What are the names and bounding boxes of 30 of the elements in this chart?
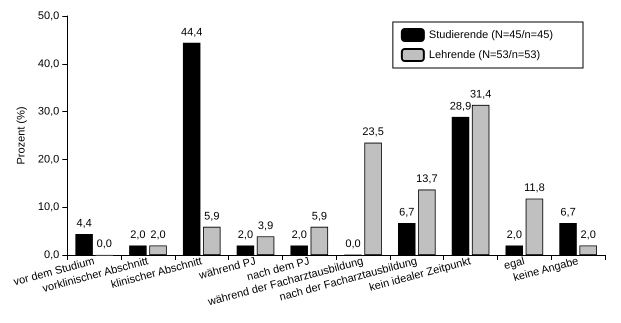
data-label: 2,0	[292, 228, 307, 241]
y-tick-label: 20,0	[38, 153, 60, 166]
data-label: 0,0	[96, 238, 112, 250]
legend-label: Lehrende (N=53/n=53)	[428, 49, 540, 61]
data-label: 3,9	[258, 220, 274, 232]
data-label: 2,0	[506, 228, 522, 241]
data-label: 2,0	[130, 228, 146, 241]
data-label: 2,0	[238, 228, 254, 241]
data-label: 2,0	[150, 228, 166, 241]
data-label: 5,9	[204, 210, 220, 222]
legend-label: Studierende (N=45/n=45)	[428, 29, 554, 41]
y-tick-label: 0,0	[44, 249, 60, 261]
data-label: 0,0	[345, 238, 361, 250]
data-label: 6,7	[399, 206, 414, 218]
data-label: 44,4	[180, 26, 202, 38]
data-label: 28,9	[450, 100, 472, 112]
x-tick-label: egal	[502, 255, 526, 272]
data-label: 5,9	[312, 210, 327, 222]
y-axis-title: Prozent (%)	[16, 106, 28, 165]
data-label: 23,5	[362, 126, 384, 138]
data-label: 31,4	[470, 88, 492, 100]
data-label: 11,8	[524, 182, 545, 194]
y-tick-label: 30,0	[38, 106, 60, 118]
data-label: 2,0	[580, 228, 596, 241]
data-label: 6,7	[560, 206, 576, 218]
y-tick-label: 50,0	[38, 10, 60, 22]
y-tick-label: 40,0	[38, 58, 60, 70]
y-tick-label: 10,0	[38, 201, 60, 214]
data-label: 4,4	[76, 217, 92, 230]
data-label: 13,7	[416, 173, 438, 186]
